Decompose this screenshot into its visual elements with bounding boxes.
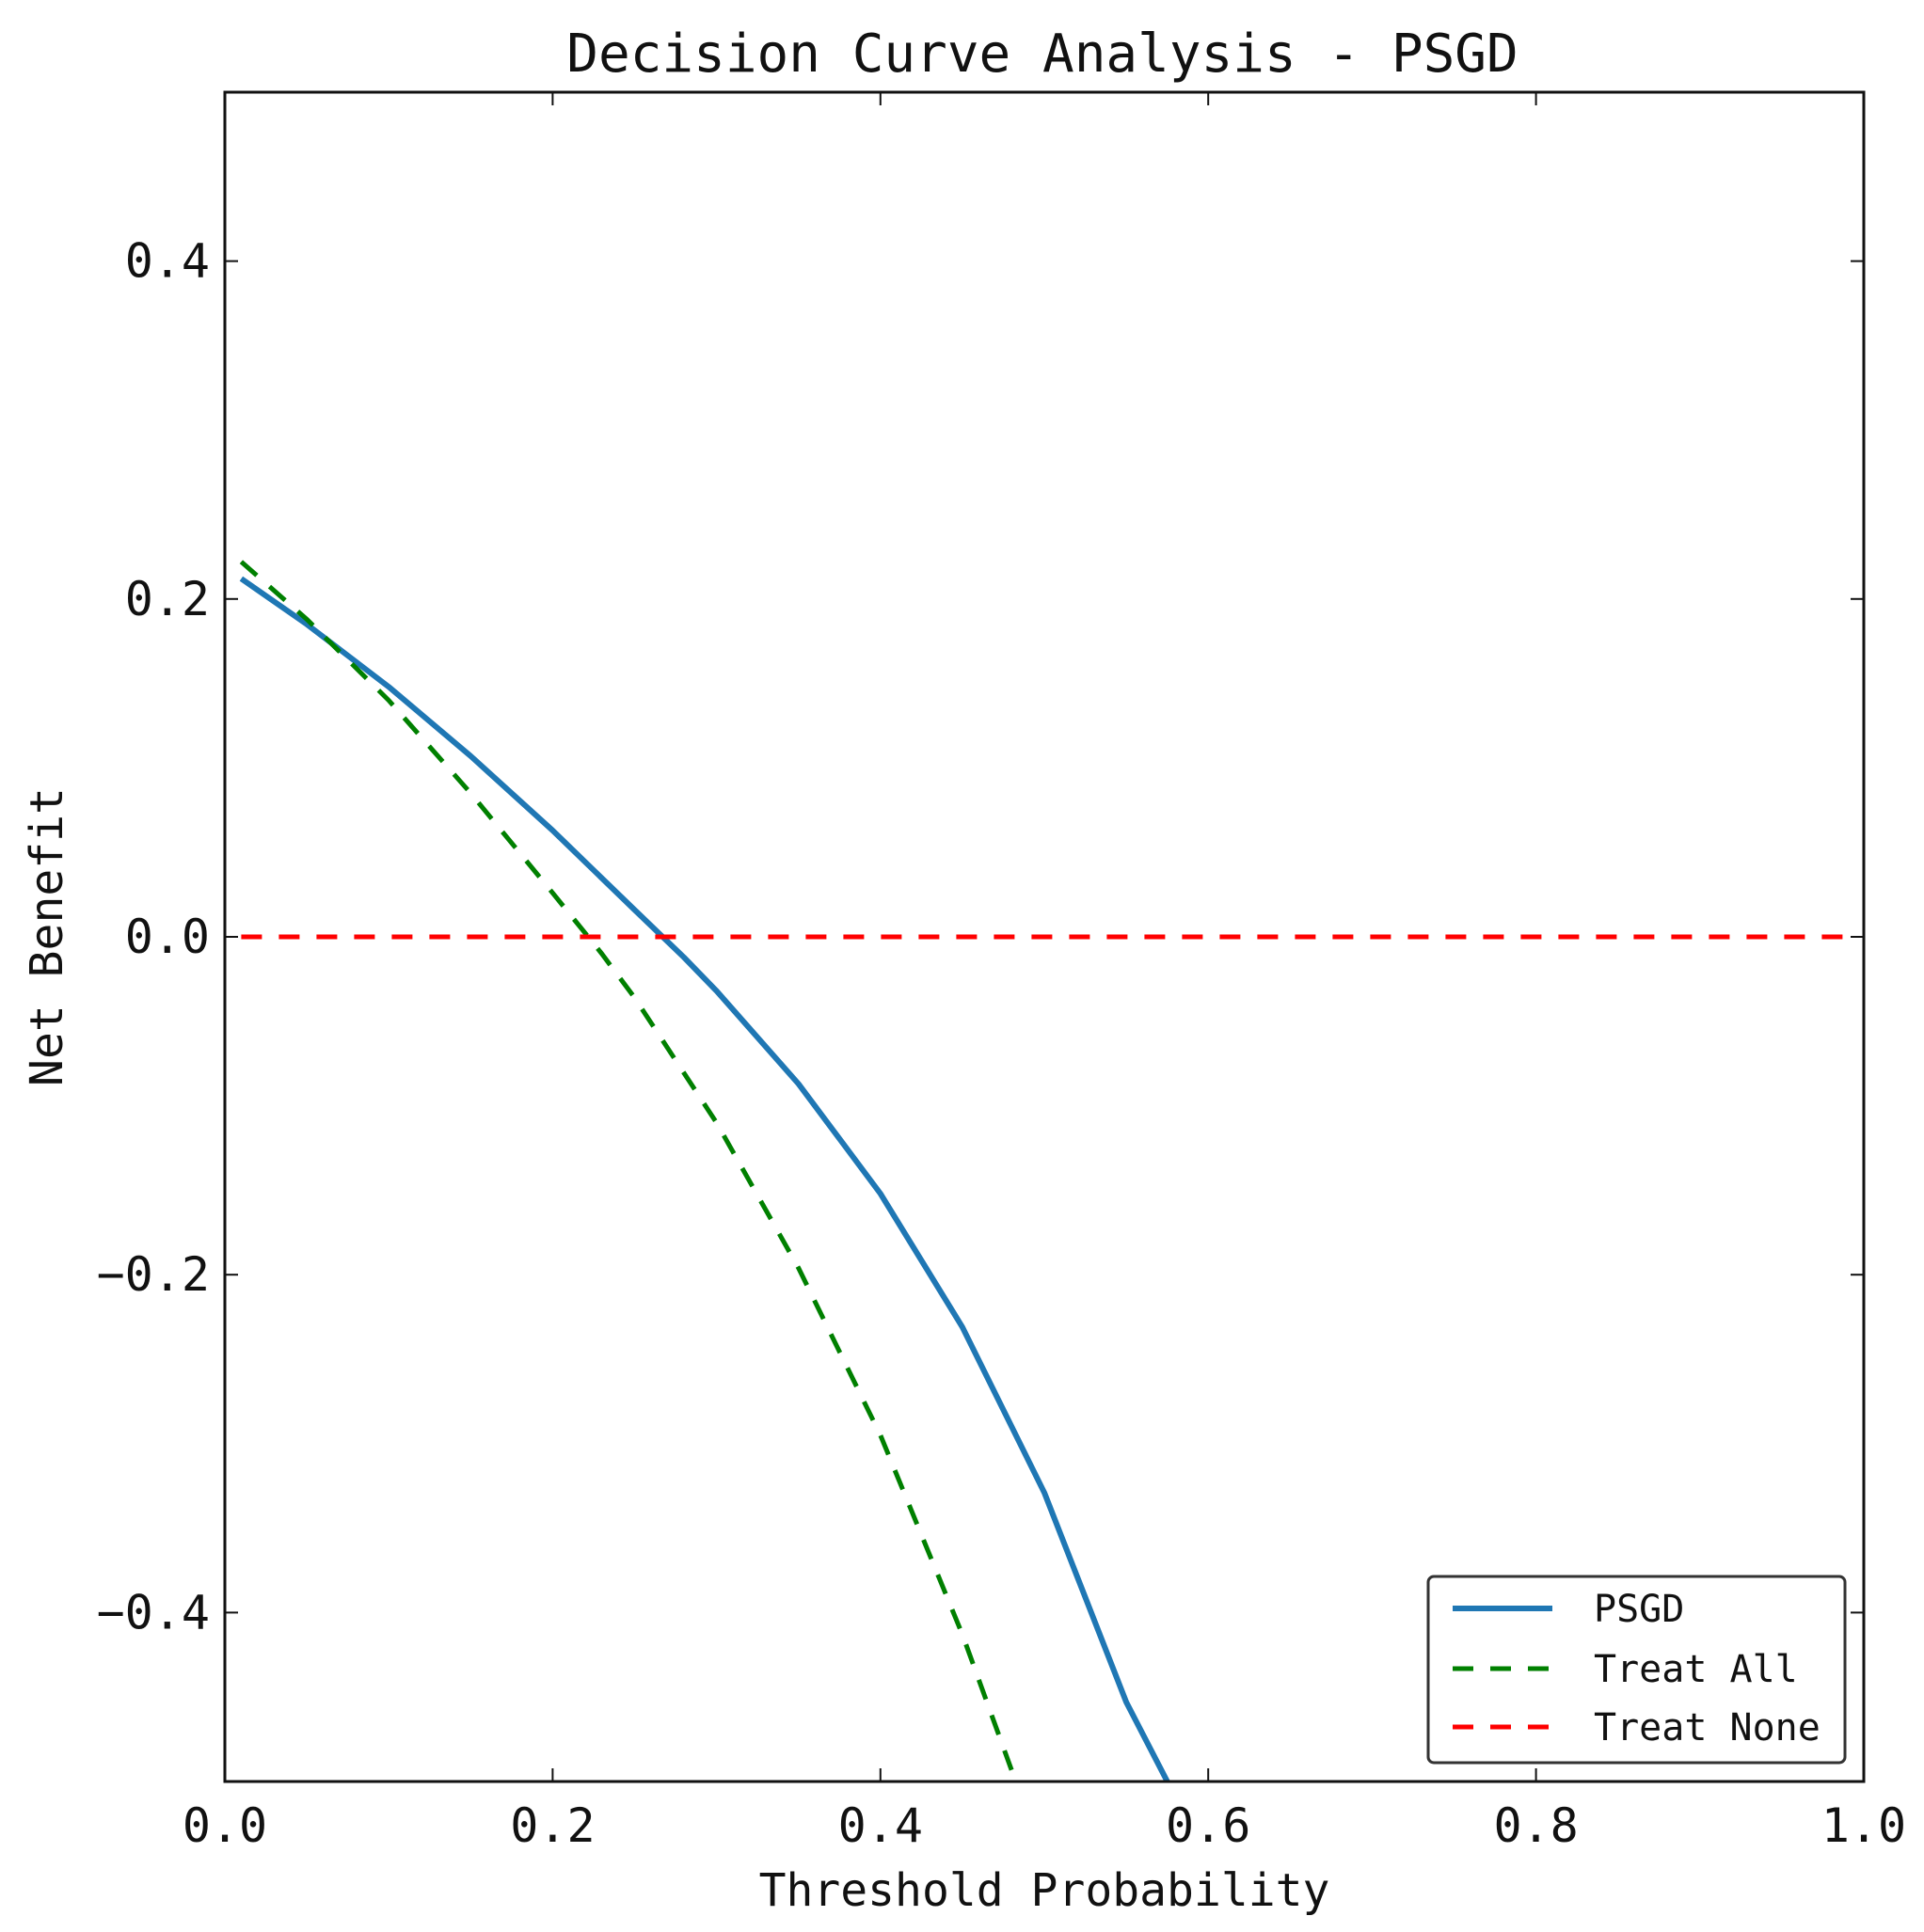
y-tick-label: 0.2: [125, 572, 210, 626]
y-tick-label: −0.2: [97, 1247, 210, 1302]
x-tick-label: 0.2: [510, 1798, 595, 1853]
y-axis-title: Net Benefit: [21, 787, 73, 1086]
x-tick-label: 0.4: [838, 1798, 923, 1853]
y-tick-label: 0.4: [125, 234, 210, 289]
legend-label-psgd: PSGD: [1594, 1588, 1684, 1631]
y-tick-label: 0.0: [125, 910, 210, 964]
legend-entry-treat-none: Treat None: [1453, 1706, 1821, 1750]
series-line-psgd: [239, 576, 1170, 1782]
series-layer: [239, 560, 1848, 1782]
ticks-layer: 0.0 0.2 0.4 0.6 0.8 1.0 −0.4 −0.2 0.0 0.2 0.4: [97, 92, 1906, 1853]
legend-entry-psgd: PSGD: [1453, 1588, 1684, 1631]
legend: PSGD Treat All Treat None: [1426, 1575, 1847, 1765]
x-axis-title: Threshold Probability: [759, 1864, 1330, 1917]
legend-entry-treat-all: Treat All: [1453, 1648, 1798, 1691]
legend-box: [1426, 1575, 1847, 1765]
chart-title: Decision Curve Analysis - PSGD: [566, 24, 1518, 85]
x-tick-label: 0.6: [1166, 1798, 1250, 1853]
x-tick-label: 0.0: [183, 1798, 267, 1853]
plot-frame: [223, 90, 1866, 1783]
x-tick-label: 0.8: [1493, 1798, 1578, 1853]
y-tick-label: −0.4: [97, 1585, 210, 1639]
legend-label-treat-all: Treat All: [1594, 1648, 1798, 1691]
x-tick-label: 1.0: [1821, 1798, 1906, 1853]
legend-label-treat-none: Treat None: [1594, 1706, 1821, 1750]
